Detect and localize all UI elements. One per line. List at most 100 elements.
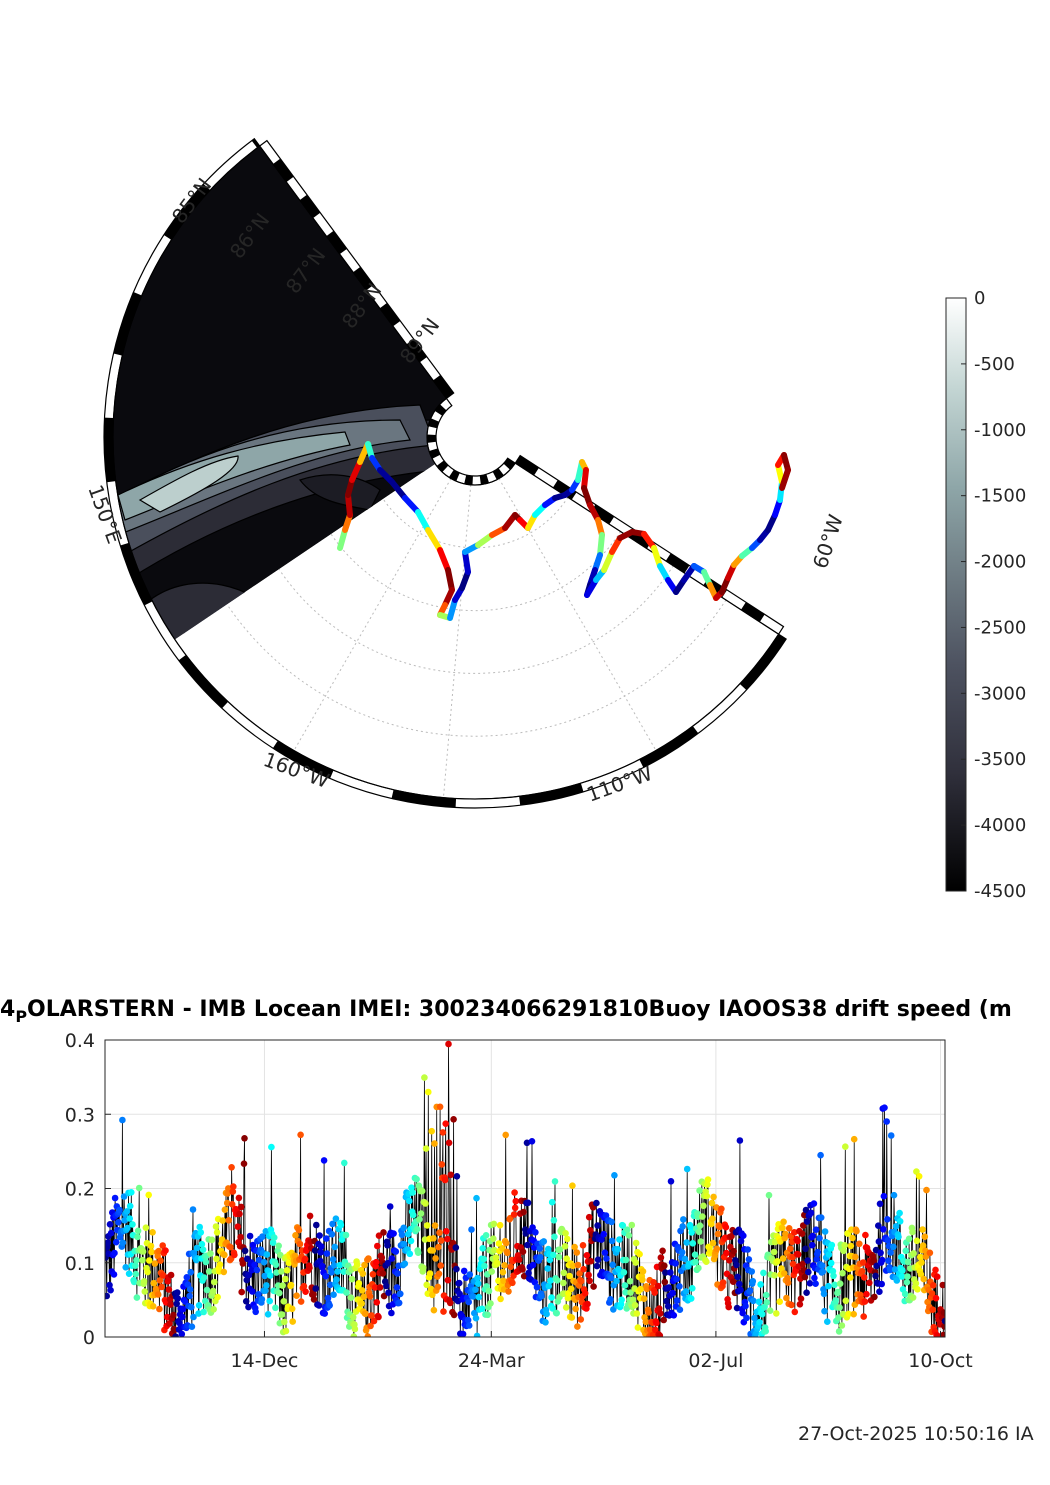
speed-point (141, 1288, 149, 1295)
speed-point (262, 1287, 269, 1294)
speed-point (369, 1271, 377, 1278)
speed-point (173, 1300, 180, 1307)
speed-point (139, 1248, 147, 1255)
speed-point (469, 1293, 477, 1300)
speed-point (920, 1275, 927, 1283)
speed-point (235, 1194, 243, 1202)
speed-point (243, 1276, 251, 1284)
speed-point (120, 1193, 128, 1200)
speed-point (842, 1297, 850, 1305)
speed-point (676, 1283, 683, 1290)
speed-point (883, 1118, 890, 1125)
speed-point (876, 1200, 884, 1208)
speed-point (560, 1269, 568, 1277)
speed-point (550, 1217, 558, 1224)
speed-point (407, 1237, 415, 1245)
speed-point (409, 1211, 417, 1219)
speed-point (406, 1250, 414, 1258)
speed-point (485, 1287, 493, 1295)
speed-point (495, 1240, 503, 1247)
speed-point (317, 1249, 325, 1256)
speed-point (692, 1258, 699, 1266)
speed-point (840, 1247, 847, 1255)
speed-point (703, 1258, 710, 1265)
speed-point (564, 1235, 571, 1243)
speed-point (540, 1238, 548, 1245)
track-segment (779, 467, 791, 491)
speed-point (207, 1250, 214, 1257)
speed-point (481, 1262, 488, 1270)
speed-point (148, 1248, 155, 1256)
speed-point (762, 1327, 769, 1335)
speed-point (195, 1310, 202, 1317)
speed-point (594, 1256, 602, 1263)
speed-point (158, 1283, 165, 1291)
speed-point (895, 1233, 902, 1241)
speed-point (149, 1303, 157, 1310)
speed-point (504, 1249, 511, 1257)
speed-point (343, 1289, 350, 1296)
speed-point (186, 1292, 193, 1300)
speed-point (533, 1283, 541, 1291)
speed-point (133, 1294, 141, 1301)
speed-point (155, 1247, 163, 1255)
speed-point (796, 1301, 804, 1308)
speed-point (659, 1247, 666, 1255)
speed-point (802, 1206, 810, 1214)
speed-point (224, 1190, 231, 1197)
speed-point (167, 1301, 174, 1308)
speed-point (379, 1270, 387, 1277)
speed-point (645, 1309, 652, 1316)
border-segment (433, 375, 454, 399)
speed-point (107, 1286, 114, 1294)
speed-point (288, 1305, 296, 1313)
colorbar-tick-label: 0 (974, 288, 985, 309)
speed-point (548, 1198, 556, 1206)
speed-point (140, 1278, 148, 1285)
speed-point (836, 1304, 843, 1311)
speed-point (162, 1247, 169, 1254)
lon-label: 110°W (584, 761, 656, 807)
speed-point (367, 1322, 374, 1330)
speed-point (266, 1297, 274, 1305)
speed-point (200, 1274, 208, 1281)
speed-point (468, 1226, 475, 1233)
speed-point (573, 1249, 581, 1256)
speed-point (430, 1235, 437, 1242)
track-segment (345, 492, 353, 518)
speed-point (926, 1249, 934, 1257)
speed-point (835, 1328, 843, 1335)
speed-point (542, 1319, 549, 1326)
speed-point (336, 1261, 344, 1269)
speed-point (190, 1313, 197, 1321)
speed-point (905, 1235, 913, 1243)
speed-point (680, 1216, 687, 1223)
speed-point (384, 1242, 391, 1249)
speed-point (636, 1250, 643, 1258)
speed-point (123, 1208, 131, 1215)
speed-point (216, 1261, 224, 1268)
speed-point (282, 1327, 290, 1335)
speed-point (543, 1310, 550, 1318)
border-segment (665, 553, 690, 574)
speed-point (878, 1256, 886, 1264)
speed-point (593, 1262, 601, 1270)
speed-point (545, 1282, 553, 1290)
speed-point (246, 1232, 254, 1240)
speed-point (386, 1203, 394, 1210)
speed-point (159, 1242, 166, 1249)
speed-point (341, 1159, 348, 1167)
speed-point (791, 1229, 798, 1236)
speed-point (431, 1140, 438, 1147)
speed-point (198, 1240, 206, 1248)
speed-point (450, 1116, 457, 1123)
speed-point (321, 1310, 329, 1317)
border-segment (492, 468, 504, 480)
speed-point (365, 1255, 372, 1262)
speed-point (555, 1253, 563, 1261)
speed-point (614, 1245, 621, 1253)
speed-point (676, 1306, 684, 1313)
speed-point (263, 1282, 270, 1289)
speed-point (119, 1239, 127, 1246)
speed-point (447, 1171, 455, 1179)
